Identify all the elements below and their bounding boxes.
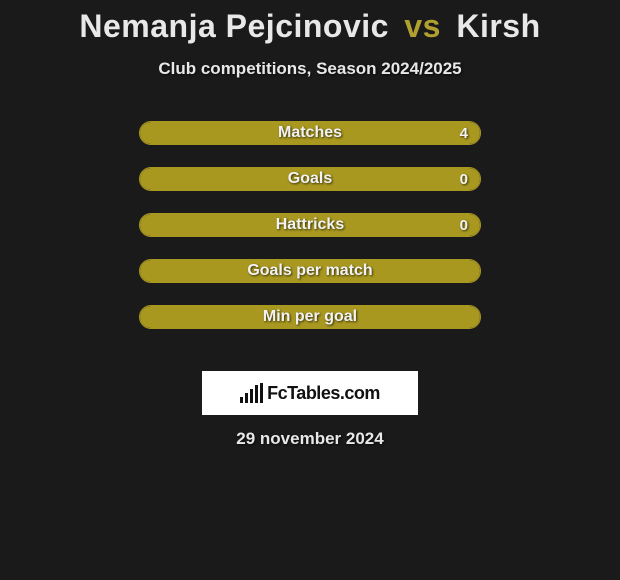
logo-text: FcTables.com bbox=[267, 383, 380, 404]
stat-bar-fill bbox=[140, 168, 480, 190]
stat-bar: Matches4 bbox=[139, 121, 481, 145]
comparison-title: Nemanja Pejcinovic vs Kirsh bbox=[79, 8, 540, 45]
stat-row: Min per goal bbox=[139, 305, 481, 329]
stat-row: Matches4 bbox=[139, 121, 481, 145]
stat-row: Goals per match bbox=[139, 259, 481, 283]
stat-bar-fill bbox=[140, 260, 480, 282]
stat-row: Goals0 bbox=[139, 167, 481, 191]
stat-row: Hattricks0 bbox=[139, 213, 481, 237]
stat-bar: Hattricks0 bbox=[139, 213, 481, 237]
stat-bar: Goals0 bbox=[139, 167, 481, 191]
logo-bars-icon bbox=[240, 383, 263, 403]
player2-name: Kirsh bbox=[456, 8, 540, 44]
stat-bar-fill bbox=[140, 214, 480, 236]
stat-bar-fill bbox=[140, 306, 480, 328]
stat-bar: Min per goal bbox=[139, 305, 481, 329]
subtitle: Club competitions, Season 2024/2025 bbox=[158, 59, 461, 79]
fctables-logo[interactable]: FcTables.com bbox=[202, 371, 418, 415]
vs-separator: vs bbox=[404, 8, 441, 44]
player1-name: Nemanja Pejcinovic bbox=[79, 8, 389, 44]
snapshot-date: 29 november 2024 bbox=[236, 429, 383, 449]
stat-bar: Goals per match bbox=[139, 259, 481, 283]
stat-bar-fill bbox=[140, 122, 480, 144]
